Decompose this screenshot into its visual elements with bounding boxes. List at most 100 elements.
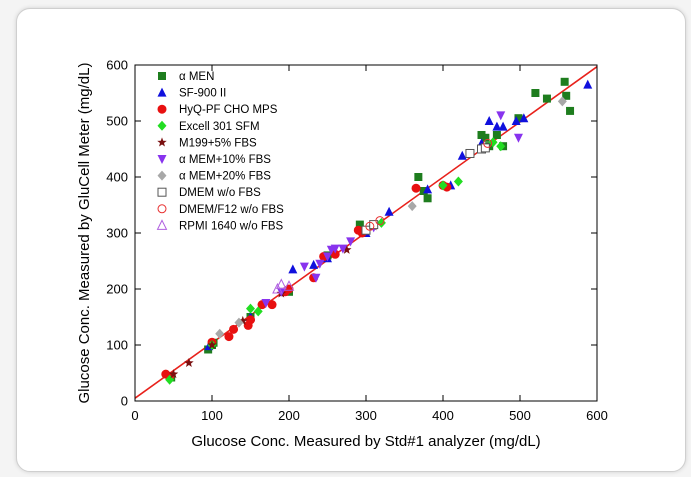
data-point xyxy=(315,259,325,269)
data-point xyxy=(184,357,194,367)
data-point xyxy=(338,244,348,254)
legend-marker xyxy=(157,155,167,164)
legend-label: α MEN xyxy=(179,71,214,83)
legend-item: α MEN xyxy=(158,71,214,83)
legend-item: SF-900 II xyxy=(157,87,226,100)
x-tick-label: 200 xyxy=(278,408,300,423)
data-point xyxy=(481,133,490,142)
data-point xyxy=(288,264,298,274)
data-point xyxy=(246,315,255,325)
data-point xyxy=(261,299,271,308)
series-8 xyxy=(365,138,493,231)
data-point xyxy=(346,237,356,247)
legend-marker xyxy=(157,170,167,181)
legend-marker xyxy=(156,219,168,230)
legend-item: RPMI 1640 w/o FBS xyxy=(156,219,284,232)
data-point xyxy=(457,150,467,160)
legend-marker xyxy=(157,104,167,114)
y-tick-label: 100 xyxy=(106,338,128,353)
data-point xyxy=(542,94,551,103)
data-point xyxy=(407,201,417,212)
legend-item: Excell 301 SFM xyxy=(157,120,260,133)
data-point xyxy=(411,183,421,193)
data-point xyxy=(253,306,263,317)
data-point xyxy=(365,221,375,231)
x-tick-label: 100 xyxy=(201,408,223,423)
data-point xyxy=(275,278,287,290)
legend-item: α MEM+10% FBS xyxy=(157,154,271,166)
data-point xyxy=(423,184,433,194)
data-point xyxy=(229,324,239,334)
y-tick-label: 300 xyxy=(106,226,128,241)
data-point xyxy=(483,138,493,148)
data-point xyxy=(531,89,540,97)
y-tick-label: 200 xyxy=(106,282,128,297)
data-point xyxy=(238,315,248,325)
y-tick-label: 0 xyxy=(121,394,128,409)
data-point xyxy=(557,96,567,107)
legend-item: α MEM+20% FBS xyxy=(157,170,271,183)
series-6 xyxy=(215,96,567,339)
data-point xyxy=(511,116,521,125)
legend-label: HyQ-PF CHO MPS xyxy=(179,104,278,116)
data-point xyxy=(283,280,295,291)
legend-item: M199+5% FBS xyxy=(157,137,257,149)
data-point xyxy=(484,116,494,125)
x-tick-label: 500 xyxy=(509,408,531,423)
data-point xyxy=(311,273,321,283)
x-axis-title: Glucose Conc. Measured by Std#1 analyzer… xyxy=(191,433,540,450)
legend-label: α MEM+20% FBS xyxy=(179,171,271,183)
legend-label: Excell 301 SFM xyxy=(179,121,260,133)
legend-item: HyQ-PF CHO MPS xyxy=(157,104,278,116)
data-point xyxy=(341,244,352,254)
data-point xyxy=(492,131,501,139)
data-point xyxy=(560,77,569,86)
x-tick-label: 300 xyxy=(355,408,377,423)
data-point xyxy=(496,141,506,152)
legend-item: DMEM w/o FBS xyxy=(157,187,261,199)
data-point xyxy=(224,332,234,342)
legend-marker xyxy=(158,72,166,80)
data-point xyxy=(423,194,432,203)
legend-label: DMEM w/o FBS xyxy=(179,187,261,199)
data-point xyxy=(519,113,529,123)
legend-label: M199+5% FBS xyxy=(179,137,257,149)
scatter-chart: 0 100 200 300 400 500 600 0100200300400500600 … xyxy=(76,58,608,451)
data-point xyxy=(234,317,244,328)
data-point xyxy=(330,244,340,254)
legend-marker xyxy=(157,87,167,97)
legend-label: RPMI 1640 w/o FBS xyxy=(179,220,284,232)
data-point xyxy=(465,148,475,158)
data-point xyxy=(207,340,217,350)
data-point xyxy=(513,133,523,143)
data-point xyxy=(246,303,255,314)
legend-item: DMEM/F12 w/o FBS xyxy=(157,204,284,216)
legend-marker xyxy=(157,137,167,147)
data-point xyxy=(480,143,490,153)
x-tick-label: 0 xyxy=(131,408,138,423)
y-tick-label: 500 xyxy=(106,114,128,129)
legend-marker xyxy=(157,187,167,197)
y-tick-label: 400 xyxy=(106,170,128,185)
data-point xyxy=(309,259,319,269)
data-point xyxy=(498,121,508,131)
chart-card: 0 100 200 300 400 500 600 0 100 200 300 400 500 600 … xyxy=(16,8,686,472)
data-point xyxy=(583,79,593,89)
data-point xyxy=(488,137,498,148)
data-point xyxy=(215,328,225,339)
data-point xyxy=(496,111,506,121)
data-point xyxy=(384,206,394,216)
series-9 xyxy=(272,278,295,294)
data-point xyxy=(375,216,385,226)
data-point xyxy=(492,121,502,131)
x-tick-label: 400 xyxy=(432,408,454,423)
data-point xyxy=(299,262,309,272)
series-5 xyxy=(261,111,523,308)
data-point xyxy=(330,249,340,259)
legend: α MEN SF-900 II HyQ-PF CHO MPS Excell 301 S… xyxy=(156,71,284,232)
data-point xyxy=(414,173,423,181)
data-point xyxy=(453,176,463,187)
data-point xyxy=(562,91,571,100)
data-point xyxy=(419,187,428,195)
y-axis-title: Glucose Conc. Measured by GluCell Meter … xyxy=(76,63,93,404)
